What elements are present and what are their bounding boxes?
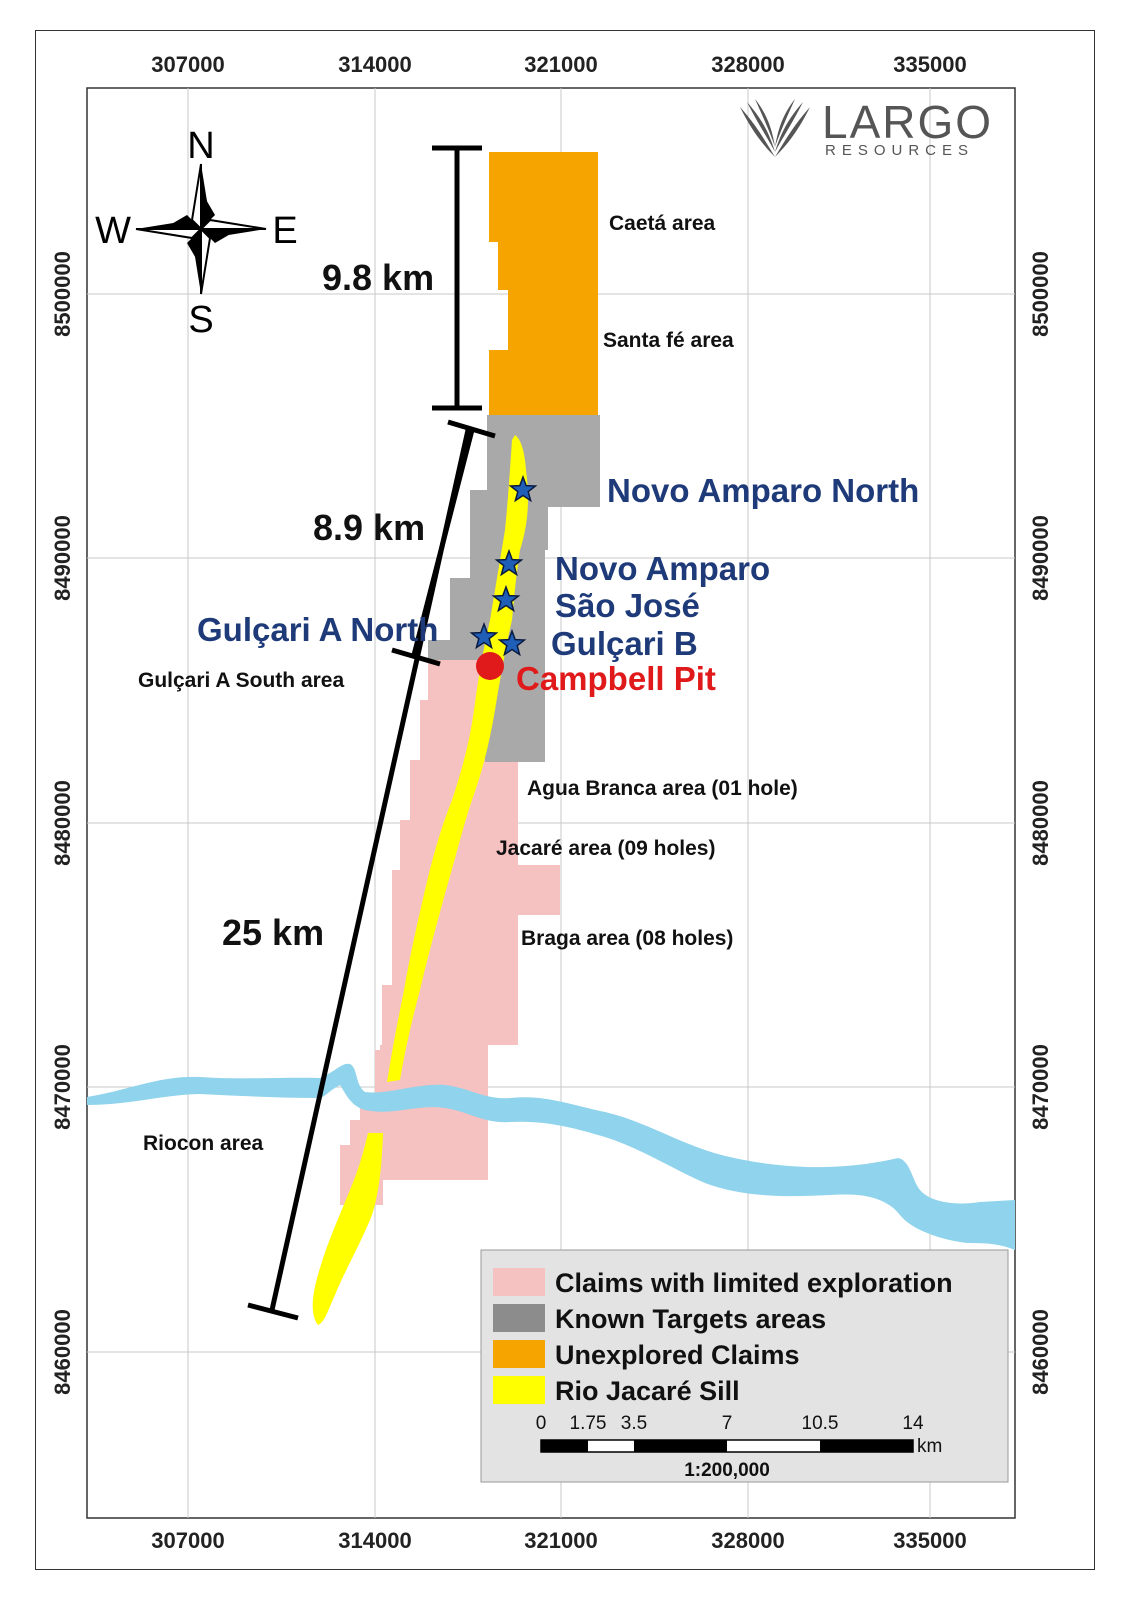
rio-jacare-sill-north	[387, 435, 528, 1082]
y-ticks-left: 8500000 8490000 8480000 8470000 8460000	[50, 251, 75, 1395]
star-gulcari-b-icon[interactable]	[497, 628, 527, 657]
x-tick-top: 328000	[711, 52, 784, 77]
star-novo-amparo-icon[interactable]	[494, 548, 524, 577]
y-tick-right: 8500000	[1028, 251, 1053, 337]
unexplored-claims-area	[489, 152, 598, 415]
y-tick-right: 8490000	[1028, 515, 1053, 601]
caeta-area-label: Caetá area	[609, 212, 716, 235]
legend-label-known: Known Targets areas	[555, 1304, 826, 1334]
distance-bar-1	[432, 145, 482, 411]
x-tick-top: 321000	[524, 52, 597, 77]
legend-swatch-known	[493, 1304, 545, 1332]
x-tick-top: 335000	[893, 52, 966, 77]
campbell-pit-marker[interactable]	[476, 652, 504, 680]
gulcari-a-north-label: Gulçari A North	[197, 611, 438, 648]
legend-swatch-limited	[493, 1268, 545, 1296]
legend-swatch-sill	[493, 1376, 545, 1404]
distance-label-9-8: 9.8 km	[322, 257, 434, 298]
distance-bar-3	[247, 429, 471, 1321]
scale-tick: 1.75	[570, 1413, 607, 1434]
star-novo-amparo-north-icon[interactable]	[508, 474, 538, 503]
wing-icon	[740, 99, 810, 157]
x-tick-top: 314000	[338, 52, 411, 77]
distance-label-8-9: 8.9 km	[313, 507, 425, 548]
y-tick-left: 8470000	[50, 1044, 75, 1130]
riocon-area-label: Riocon area	[143, 1132, 264, 1155]
sao-jose-label: São José	[555, 587, 700, 624]
x-tick-bottom: 321000	[524, 1528, 597, 1553]
braga-area-label: Braga area (08 holes)	[521, 927, 733, 950]
compass-s: S	[188, 299, 213, 341]
y-tick-left: 8490000	[50, 515, 75, 601]
y-tick-left: 8460000	[50, 1309, 75, 1395]
x-tick-top: 307000	[151, 52, 224, 77]
y-tick-left: 8500000	[50, 251, 75, 337]
scale-tick: 0	[536, 1413, 547, 1434]
x-ticks-bottom: 307000 314000 321000 328000 335000	[151, 1528, 966, 1553]
y-tick-left: 8480000	[50, 780, 75, 866]
campbell-pit-label: Campbell Pit	[516, 660, 716, 697]
x-tick-bottom: 328000	[711, 1528, 784, 1553]
santa-fe-area-label: Santa fé area	[603, 329, 734, 352]
legend-swatch-unexplored	[493, 1340, 545, 1368]
legend: Claims with limited exploration Known Ta…	[480, 1249, 1009, 1483]
map-frame	[35, 30, 1095, 1570]
gulcari-south-area-label: Gulçari A South area	[138, 669, 344, 692]
y-ticks-right: 8500000 8490000 8480000 8470000 8460000	[1028, 251, 1053, 1395]
y-tick-right: 8480000	[1028, 780, 1053, 866]
legend-label-sill: Rio Jacaré Sill	[555, 1376, 740, 1406]
novo-amparo-label: Novo Amparo	[555, 550, 770, 587]
logo-subtitle: RESOURCES	[825, 142, 974, 159]
jacare-area-label: Jacaré area (09 holes)	[496, 837, 715, 860]
legend-label-limited: Claims with limited exploration	[555, 1268, 953, 1298]
compass-n: N	[187, 125, 214, 167]
compass-w: W	[95, 210, 131, 252]
logo-text: LARGO	[822, 96, 993, 148]
river	[87, 1063, 1015, 1250]
scale-bar: 0 1.75 3.5 7 10.5 14 km 1:200,000	[536, 1413, 943, 1481]
agua-branca-area-label: Agua Branca area (01 hole)	[527, 777, 798, 800]
star-gulcari-a-north-icon[interactable]	[469, 621, 499, 650]
rio-jacare-sill-south	[312, 1133, 383, 1325]
scale-tick: 3.5	[621, 1413, 647, 1434]
x-ticks-top: 307000 314000 321000 328000 335000	[151, 52, 966, 77]
x-tick-bottom: 307000	[151, 1528, 224, 1553]
y-tick-right: 8470000	[1028, 1044, 1053, 1130]
scale-tick: 14	[902, 1413, 924, 1434]
star-sao-jose-icon[interactable]	[491, 584, 521, 613]
compass-rose: N S E W	[95, 125, 298, 341]
compass-e: E	[272, 210, 297, 252]
target-stars	[469, 474, 538, 657]
legend-label-unexplored: Unexplored Claims	[555, 1340, 800, 1370]
x-tick-bottom: 335000	[893, 1528, 966, 1553]
scale-tick: 10.5	[802, 1413, 839, 1434]
gulcari-b-label: Gulçari B	[551, 625, 698, 662]
compass-icon	[135, 163, 267, 295]
scale-ratio: 1:200,000	[684, 1460, 770, 1481]
distance-label-25: 25 km	[222, 912, 324, 953]
scale-tick: 7	[722, 1413, 733, 1434]
novo-amparo-north-label: Novo Amparo North	[607, 472, 919, 509]
scale-unit: km	[917, 1436, 942, 1457]
y-tick-right: 8460000	[1028, 1309, 1053, 1395]
largo-logo: LARGO RESOURCES	[740, 96, 993, 159]
x-tick-bottom: 314000	[338, 1528, 411, 1553]
